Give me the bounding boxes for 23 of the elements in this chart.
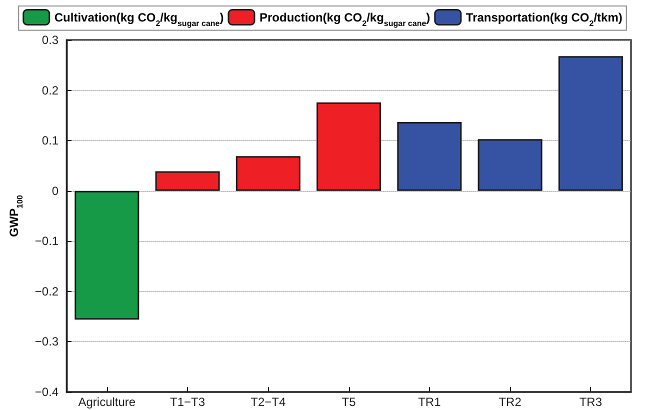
- x-tick-label: TR1: [418, 395, 442, 409]
- y-tick-label: −0.1: [34, 234, 59, 248]
- y-tick-label: −0.3: [34, 334, 59, 349]
- bar: [155, 171, 220, 191]
- x-tick-label: Agriculture: [78, 395, 136, 409]
- bar: [478, 139, 542, 191]
- x-tick-label: TR3: [579, 395, 602, 409]
- x-tick-label: TR2: [498, 395, 522, 409]
- x-tick-label: T5: [342, 395, 356, 409]
- bar: [558, 56, 623, 191]
- y-tick-label: 0.3: [42, 33, 59, 47]
- y-tick-label: 0.1: [42, 134, 59, 148]
- bar: [74, 190, 140, 320]
- y-tick-label: 0: [52, 184, 59, 198]
- bar: [397, 122, 462, 191]
- x-tick-label: T1−T3: [170, 395, 206, 409]
- y-tick-label: 0.2: [42, 83, 59, 98]
- bar: [236, 156, 300, 191]
- x-tick-label: T2−T4: [250, 395, 286, 409]
- y-tick-label: −0.4: [34, 385, 59, 399]
- y-axis-title: GWP100: [7, 194, 24, 238]
- y-tick-label: −0.2: [34, 284, 59, 298]
- bar: [316, 102, 382, 191]
